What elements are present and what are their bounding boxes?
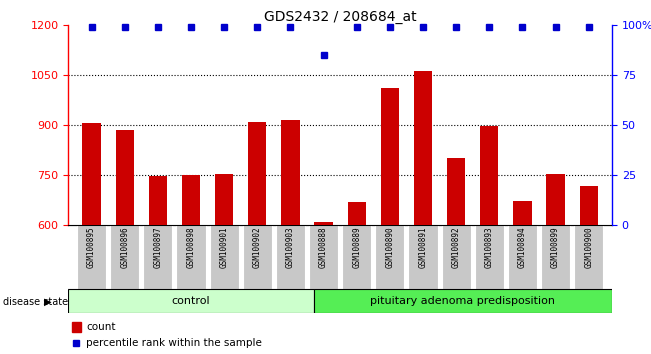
Text: disease state: disease state	[3, 297, 68, 307]
Text: pituitary adenoma predisposition: pituitary adenoma predisposition	[370, 296, 555, 306]
Text: GSM100895: GSM100895	[87, 227, 96, 268]
Bar	[276, 225, 305, 289]
Text: GSM100890: GSM100890	[385, 227, 395, 268]
Text: percentile rank within the sample: percentile rank within the sample	[86, 338, 262, 348]
Bar	[143, 225, 173, 289]
Text: count: count	[86, 322, 116, 332]
Bar	[243, 225, 272, 289]
Bar	[314, 222, 333, 225]
Bar	[314, 289, 612, 313]
Text: GSM100899: GSM100899	[551, 227, 560, 268]
Title: GDS2432 / 208684_at: GDS2432 / 208684_at	[264, 10, 417, 24]
Bar	[541, 225, 570, 289]
Bar	[475, 225, 504, 289]
Bar	[414, 72, 432, 225]
Bar	[281, 120, 299, 225]
Bar	[375, 225, 404, 289]
Bar	[148, 176, 167, 225]
Bar	[176, 225, 206, 289]
Text: GSM100889: GSM100889	[352, 227, 361, 268]
Bar	[248, 122, 266, 225]
Text: GSM100896: GSM100896	[120, 227, 129, 268]
Text: GSM100892: GSM100892	[452, 227, 461, 268]
Bar	[546, 174, 564, 225]
Text: GSM100893: GSM100893	[485, 227, 494, 268]
Bar	[408, 225, 437, 289]
Text: GSM100894: GSM100894	[518, 227, 527, 268]
Bar	[309, 225, 338, 289]
Bar	[348, 202, 366, 225]
Text: ▶: ▶	[44, 297, 52, 307]
Bar	[342, 225, 371, 289]
Bar	[182, 175, 200, 225]
Bar	[441, 225, 471, 289]
Bar	[116, 130, 134, 225]
Bar	[480, 126, 499, 225]
Bar	[72, 322, 81, 332]
Bar	[83, 123, 101, 225]
Text: GSM100900: GSM100900	[584, 227, 593, 268]
Text: GSM100891: GSM100891	[419, 227, 428, 268]
Text: GSM100903: GSM100903	[286, 227, 295, 268]
Bar	[77, 225, 106, 289]
Bar	[514, 201, 532, 225]
Text: GSM100902: GSM100902	[253, 227, 262, 268]
Bar	[574, 225, 603, 289]
Text: GSM100888: GSM100888	[319, 227, 328, 268]
Bar	[447, 158, 465, 225]
Bar	[381, 88, 399, 225]
Bar	[579, 187, 598, 225]
Text: GSM100901: GSM100901	[219, 227, 229, 268]
Bar	[508, 225, 537, 289]
Bar	[215, 174, 233, 225]
Text: GSM100897: GSM100897	[154, 227, 162, 268]
Text: control: control	[172, 296, 210, 306]
Bar	[68, 289, 314, 313]
Bar	[110, 225, 139, 289]
Bar	[210, 225, 239, 289]
Text: GSM100898: GSM100898	[186, 227, 195, 268]
